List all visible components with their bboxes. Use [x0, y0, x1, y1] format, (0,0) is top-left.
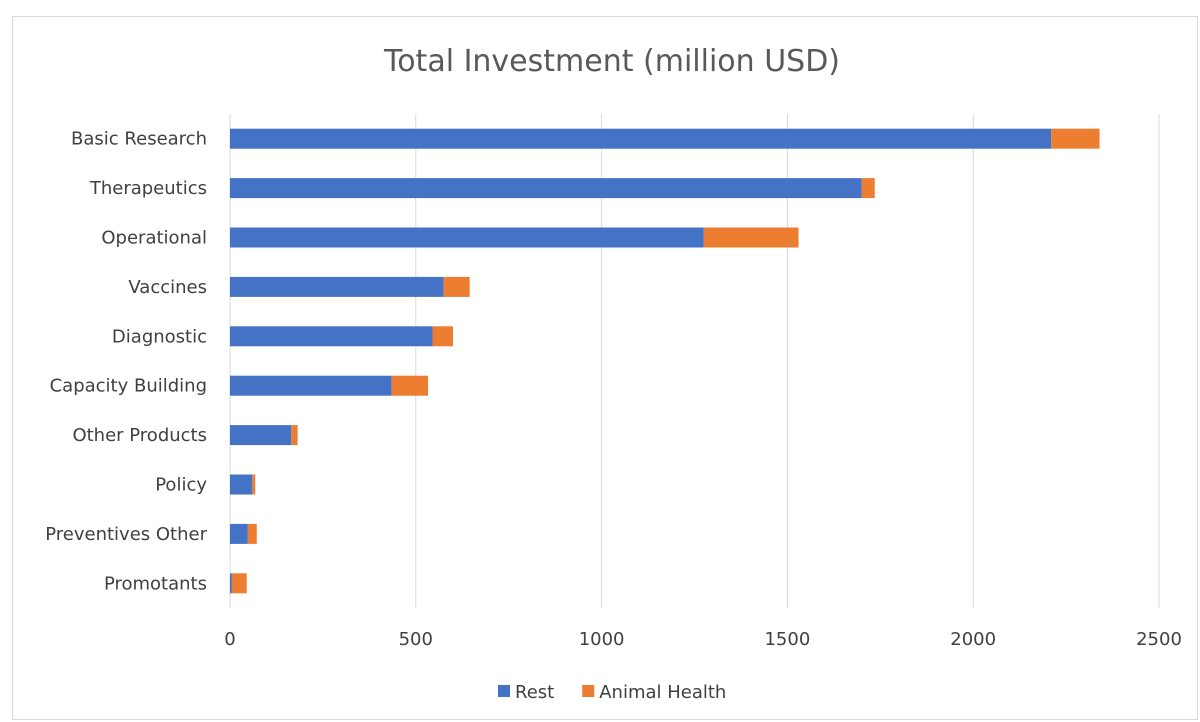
legend-label: Animal Health	[599, 682, 726, 703]
category-label: Operational	[101, 228, 207, 249]
category-label: Vaccines	[128, 277, 207, 298]
x-tick-label: 1000	[579, 629, 625, 650]
bar-animal-health	[252, 474, 256, 495]
bar-animal-health	[231, 573, 247, 594]
category-label: Diagnostic	[112, 326, 207, 347]
x-tick-labels: 0 500 1000 1500 2000 2500	[224, 629, 1182, 650]
bar-animal-health	[861, 178, 875, 199]
category-label: Preventives Other	[45, 524, 207, 545]
x-tick-label: 0	[224, 629, 235, 650]
bar-animal-health	[443, 276, 470, 297]
category-label: Capacity Building	[50, 376, 207, 397]
category-label: Therapeutics	[89, 178, 207, 199]
category-label: Policy	[155, 475, 207, 496]
x-tick-label: 500	[399, 629, 433, 650]
bar-animal-health	[432, 326, 453, 347]
x-tick-label: 1500	[764, 629, 810, 650]
bar-rest	[230, 573, 232, 594]
bar-rest	[230, 178, 862, 199]
bar-rest	[230, 227, 704, 248]
bar-rest	[230, 474, 253, 495]
bar-rest	[230, 523, 248, 544]
bar-rest	[230, 425, 292, 446]
category-label: Other Products	[72, 425, 207, 446]
category-labels: Basic Research Therapeutics Operational Vac…	[45, 129, 207, 595]
bar-animal-health	[703, 227, 799, 248]
bar-animal-health	[247, 523, 257, 544]
bar-animal-health	[291, 425, 298, 446]
bar-rest	[230, 375, 392, 396]
legend-label: Rest	[515, 682, 554, 703]
legend: Rest Animal Health	[498, 682, 726, 703]
bars	[230, 128, 1100, 594]
bar-rest	[230, 128, 1052, 149]
category-label: Promotants	[104, 573, 207, 594]
x-tick-label: 2500	[1136, 629, 1182, 650]
bar-rest	[230, 326, 433, 347]
bar-animal-health	[1051, 128, 1100, 149]
legend-swatch	[498, 685, 510, 697]
bar-animal-health	[391, 375, 429, 396]
category-label: Basic Research	[71, 129, 207, 150]
x-tick-label: 2000	[950, 629, 996, 650]
legend-swatch	[582, 685, 595, 697]
chart-title: Total Investment (million USD)	[383, 44, 840, 79]
bar-rest	[230, 276, 444, 297]
